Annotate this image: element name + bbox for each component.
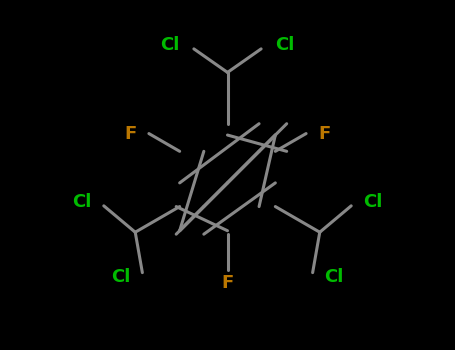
Text: F: F xyxy=(222,274,233,292)
Text: Cl: Cl xyxy=(111,267,131,286)
Text: F: F xyxy=(125,125,137,142)
Text: F: F xyxy=(318,125,330,142)
Text: Cl: Cl xyxy=(324,267,344,286)
Text: Cl: Cl xyxy=(160,36,180,54)
Text: Cl: Cl xyxy=(275,36,295,54)
Text: Cl: Cl xyxy=(363,193,382,211)
Text: Cl: Cl xyxy=(73,193,92,211)
